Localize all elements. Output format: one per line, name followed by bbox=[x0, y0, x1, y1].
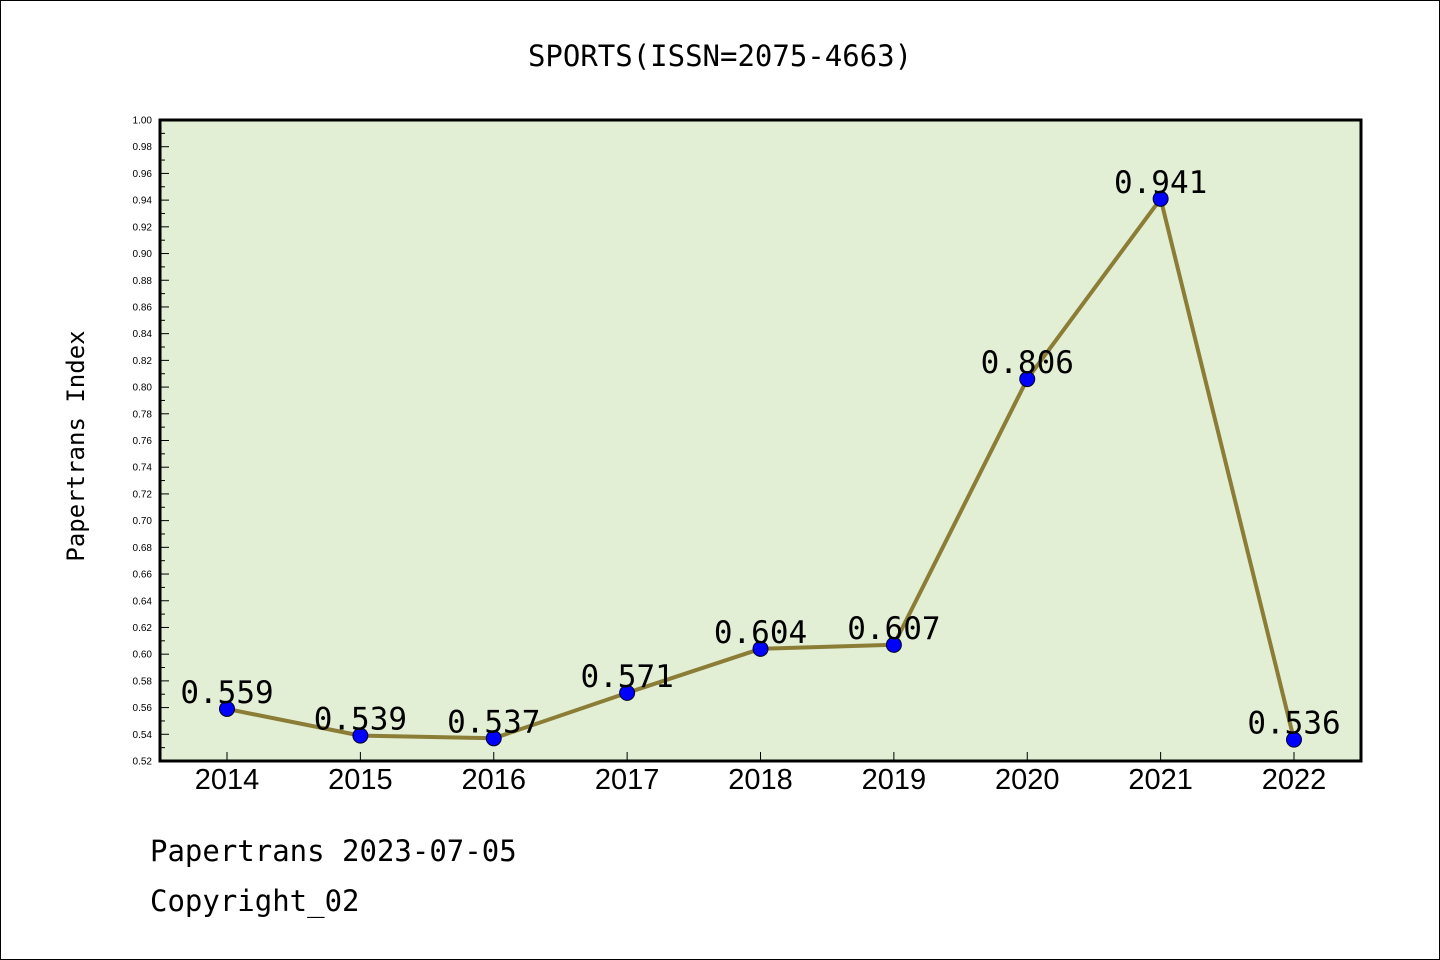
data-point bbox=[885, 636, 902, 653]
series-layer: 0.559 0.539 0.537 0.571 0.604 0.607 0.806 0.941… bbox=[180, 165, 1341, 748]
y-tick-label: 0.92 bbox=[133, 222, 153, 233]
y-tick-label: 0.82 bbox=[133, 356, 153, 367]
data-label: 0.536 bbox=[1247, 706, 1340, 742]
y-tick-label: 0.80 bbox=[133, 383, 153, 394]
x-tick-label: 2022 bbox=[1262, 764, 1327, 796]
x-tick-label: 2018 bbox=[728, 764, 793, 796]
x-tick-label: 2021 bbox=[1128, 764, 1193, 796]
y-tick-label: 0.78 bbox=[133, 409, 153, 420]
y-tick-label: 0.96 bbox=[133, 169, 153, 180]
x-tick-label: 2014 bbox=[195, 764, 260, 796]
y-tick-label: 0.54 bbox=[133, 730, 153, 741]
y-tick-label: 0.56 bbox=[133, 703, 153, 714]
y-tick-label: 0.76 bbox=[133, 436, 153, 447]
data-label: 0.604 bbox=[714, 615, 807, 651]
footer-copyright-text: Copyright_02 bbox=[150, 884, 360, 918]
y-tick-label: 0.84 bbox=[133, 329, 153, 340]
data-label: 0.607 bbox=[847, 611, 940, 647]
y-tick-label: 0.66 bbox=[133, 570, 153, 581]
data-point bbox=[352, 727, 369, 744]
y-tick-label: 0.62 bbox=[133, 623, 153, 634]
x-tick-label: 2020 bbox=[995, 764, 1060, 796]
data-point bbox=[1019, 371, 1036, 388]
x-tick-label: 2015 bbox=[328, 764, 393, 796]
y-tick-label: 0.86 bbox=[133, 302, 153, 313]
data-label: 0.571 bbox=[580, 659, 673, 695]
y-tick-label: 0.58 bbox=[133, 676, 153, 687]
footer-date-text: Papertrans 2023-07-05 bbox=[150, 834, 517, 868]
plot-area bbox=[160, 120, 1361, 761]
y-tick-label: 0.88 bbox=[133, 276, 153, 287]
plot-border bbox=[158, 118, 1363, 763]
y-tick-label: 0.90 bbox=[133, 249, 153, 260]
chart-title: SPORTS(ISSN=2075-4663) bbox=[528, 39, 912, 73]
x-tick-label: 2019 bbox=[862, 764, 927, 796]
x-tick-label: 2017 bbox=[595, 764, 660, 796]
data-label: 0.806 bbox=[981, 345, 1074, 381]
y-tick-label: 0.72 bbox=[133, 489, 153, 500]
y-axis-ticks: 0.52 0.54 0.56 0.58 0.60 0.62 0.64 0.66 0.68 0.70… bbox=[133, 116, 169, 768]
data-label: 0.537 bbox=[447, 704, 540, 740]
data-point bbox=[1286, 731, 1302, 748]
y-tick-label: 0.74 bbox=[133, 463, 153, 474]
y-tick-label: 0.64 bbox=[133, 596, 153, 607]
y-tick-label: 0.52 bbox=[133, 757, 153, 768]
data-label: 0.539 bbox=[314, 702, 407, 738]
y-axis-label: Papertrans Index bbox=[62, 330, 90, 561]
y-tick-label: 0.68 bbox=[133, 543, 153, 554]
data-point bbox=[752, 640, 769, 657]
x-axis-ticks: 2014 2015 2016 2017 2018 2019 2020 2021 2022 bbox=[195, 752, 1327, 796]
y-tick-label: 0.70 bbox=[133, 516, 153, 527]
data-label: 0.559 bbox=[180, 675, 273, 711]
y-tick-label: 0.94 bbox=[133, 196, 153, 207]
y-tick-label: 0.60 bbox=[133, 650, 153, 661]
data-point bbox=[1152, 190, 1169, 207]
data-point bbox=[485, 730, 502, 747]
data-point bbox=[619, 684, 636, 701]
y-tick-label: 1.00 bbox=[133, 116, 153, 127]
x-tick-label: 2016 bbox=[461, 764, 526, 796]
y-tick-label: 0.98 bbox=[133, 142, 153, 153]
data-label: 0.941 bbox=[1114, 165, 1207, 201]
data-point bbox=[219, 700, 235, 717]
